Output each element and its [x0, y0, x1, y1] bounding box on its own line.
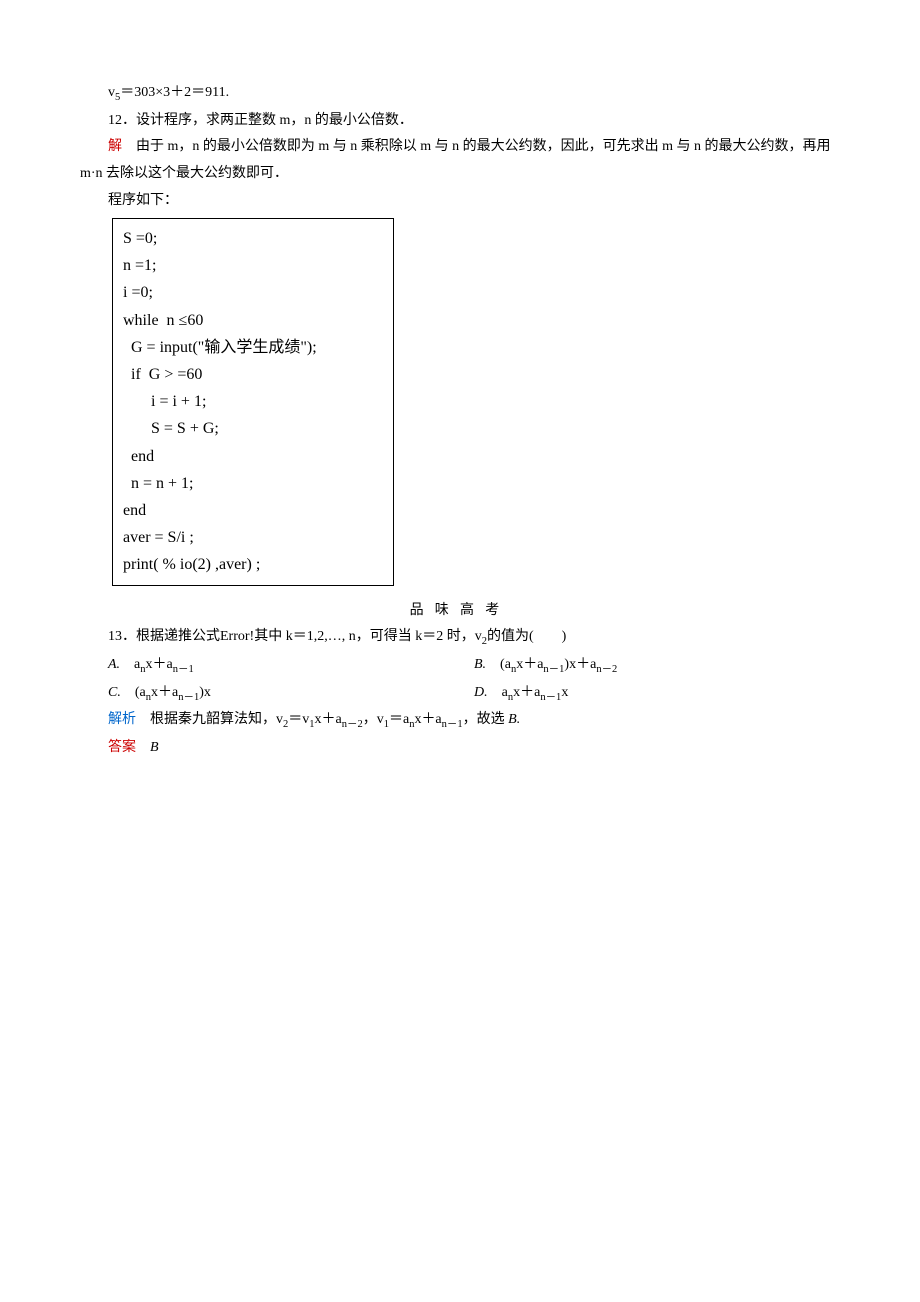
code-line: end	[123, 497, 383, 524]
opt-d-letter: D.	[474, 685, 488, 700]
code-line: print( % io(2) ,aver) ;	[123, 551, 383, 578]
code-line: if G > =60	[123, 361, 383, 388]
q13-rest1: 其中 k＝1,2,…, n，可得当 k＝2 时，v	[254, 629, 482, 644]
code-line: end	[123, 443, 383, 470]
code-line: S = S + G;	[123, 415, 383, 442]
code-line: i = i + 1;	[123, 388, 383, 415]
options: A. anx＋an－1 B. (anx＋an－1)x＋an－2 C. (anx＋…	[108, 652, 840, 707]
opt-b-letter: B.	[474, 657, 486, 672]
analysis-line: 解析 根据秦九韶算法知，v2＝v1x＋an－2，v1＝anx＋an－1，故选 B…	[80, 707, 840, 735]
code-box: S =0; n =1; i =0; while n ≤60 G = input(…	[112, 218, 394, 585]
opt-c-letter: C.	[108, 685, 121, 700]
option-c: C. (anx＋an－1)x	[108, 680, 474, 708]
q13-rest2: 的值为( )	[487, 629, 566, 644]
option-a: A. anx＋an－1	[108, 652, 474, 680]
q13-prefix: 13．根据递推公式	[108, 629, 220, 644]
analysis-choice: B.	[508, 712, 520, 727]
code-line: G = input("输入学生成绩");	[123, 334, 383, 361]
sol-text: 由于 m，n 的最小公倍数即为 m 与 n 乘积除以 m 与 n 的最大公约数，…	[80, 139, 831, 181]
code-line: aver = S/i ;	[123, 524, 383, 551]
code-line: n =1;	[123, 252, 383, 279]
v5-var: v	[108, 85, 115, 100]
opt-a-letter: A.	[108, 657, 120, 672]
answer-line: 答案 B	[80, 735, 840, 762]
analysis-label: 解析	[108, 712, 136, 727]
line-v5: v5＝303×3＋2＝911.	[80, 80, 840, 108]
q13-stem: 13．根据递推公式Error!其中 k＝1,2,…, n，可得当 k＝2 时，v…	[80, 624, 840, 652]
answer-value: B	[150, 740, 159, 755]
v5-expr: ＝303×3＋2＝911.	[120, 85, 229, 100]
answer-label: 答案	[108, 740, 136, 755]
q12-solution: 解 由于 m，n 的最小公倍数即为 m 与 n 乘积除以 m 与 n 的最大公约…	[80, 134, 840, 187]
section-title: 品味高考	[80, 598, 840, 625]
option-b: B. (anx＋an－1)x＋an－2	[474, 652, 840, 680]
prog-intro: 程序如下：	[80, 188, 840, 215]
code-line: S =0;	[123, 225, 383, 252]
q12-stem: 12．设计程序，求两正整数 m，n 的最小公倍数．	[80, 108, 840, 135]
code-line: n = n + 1;	[123, 470, 383, 497]
option-d: D. anx＋an－1x	[474, 680, 840, 708]
code-line: i =0;	[123, 279, 383, 306]
q13-error: Error!	[220, 629, 254, 644]
sol-label: 解	[108, 139, 122, 154]
code-line: while n ≤60	[123, 307, 383, 334]
